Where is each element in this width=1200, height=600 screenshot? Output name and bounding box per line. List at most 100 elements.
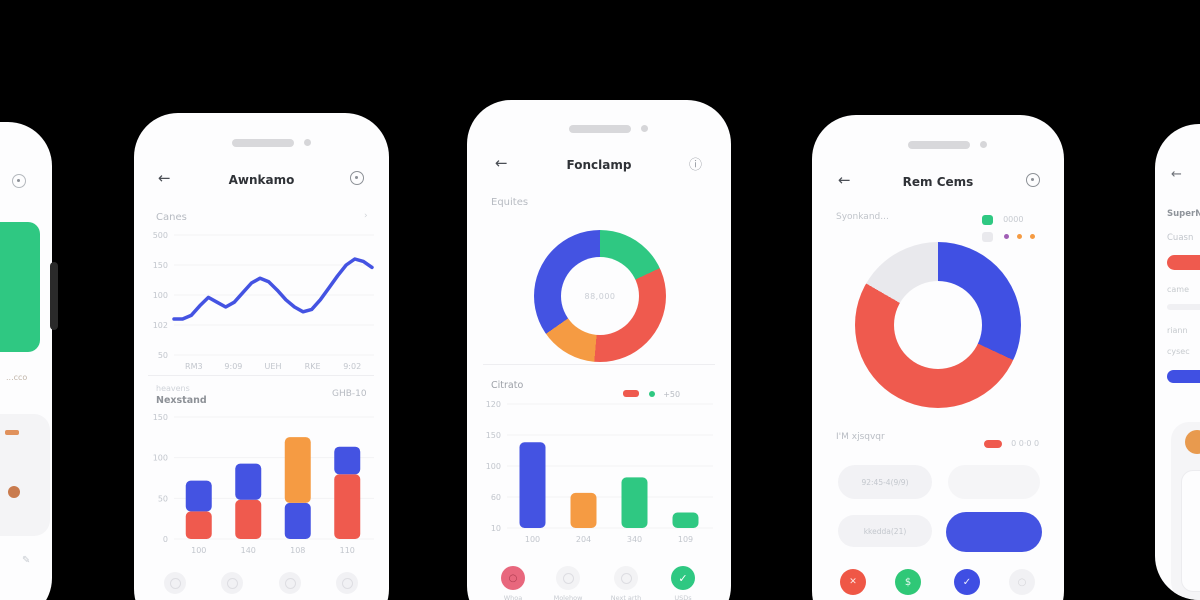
svg-text:150: 150 — [486, 431, 501, 440]
orange-dot — [8, 486, 20, 498]
nav-wallet-icon[interactable] — [556, 566, 580, 590]
options-icon[interactable] — [1026, 173, 1040, 187]
input-pill-top-left[interactable]: 92:45-4(9/9) — [838, 465, 932, 499]
svg-text:340: 340 — [627, 535, 642, 544]
nav-label: Next arth — [610, 594, 642, 600]
svg-text:120: 120 — [486, 400, 501, 409]
legend-red-pill — [984, 439, 1002, 448]
camera-dot — [304, 139, 311, 146]
legend-red-pill — [623, 390, 639, 397]
summary-card[interactable] — [0, 414, 50, 536]
svg-text:100: 100 — [153, 291, 168, 300]
svg-text:150: 150 — [153, 261, 168, 270]
svg-text:109: 109 — [678, 535, 693, 544]
bar-chart: 120 150 100 60 10 100 204 340 109 — [481, 398, 717, 550]
donut-center-value: 88,000 — [561, 257, 639, 335]
nav-favorites-icon[interactable]: ○ — [501, 566, 525, 590]
divider — [483, 364, 715, 365]
nav-home-icon[interactable] — [164, 572, 186, 594]
svg-text:100: 100 — [191, 546, 206, 555]
nav-label: Molehow — [553, 594, 583, 600]
section-title: Nexstand — [156, 395, 207, 406]
legend2-text: 0 0·0 0 — [1011, 438, 1040, 448]
preview-card[interactable] — [1171, 422, 1200, 600]
legend-green-dot — [649, 391, 656, 397]
gray-progress-bar — [1167, 304, 1200, 310]
svg-text:RM3: RM3 — [185, 362, 203, 371]
donut-section-label: Syonkand... — [836, 212, 889, 222]
chevron-icon[interactable]: › — [364, 211, 368, 221]
info-icon[interactable]: ⓘ — [689, 158, 703, 173]
donut-hole — [894, 281, 982, 369]
svg-text:108: 108 — [290, 546, 305, 555]
nav-stats-icon[interactable] — [221, 572, 243, 594]
phone-breakdown: ← Fonclamp ⓘ Equites 88,000 Citrato +50 … — [467, 100, 731, 600]
phone-right-partial: ← SuperN Cuasn came riann cysec — [1155, 124, 1200, 600]
nav-check-icon[interactable]: ✓ — [671, 566, 695, 590]
svg-text:110: 110 — [340, 546, 355, 555]
svg-text:100: 100 — [525, 535, 540, 544]
phone-analytics: ← Awnkamo Canes › 500 150 100 102 50 RM3 9:09 U… — [134, 113, 389, 600]
legend1-text: 0000 — [1003, 214, 1024, 224]
bar-legend: +50 — [623, 382, 680, 401]
donut-chart-large — [855, 242, 1021, 408]
pencil-icon[interactable]: ✎ — [22, 555, 31, 566]
svg-text:9:02: 9:02 — [343, 362, 361, 371]
nav-profile-icon[interactable] — [336, 572, 358, 594]
legend-gray-square — [982, 231, 993, 242]
svg-text:204: 204 — [576, 535, 591, 544]
legend-text: +50 — [663, 390, 681, 399]
list-label: riann — [1167, 326, 1188, 335]
chart-section-label: Canes — [156, 212, 187, 223]
nav-money-icon[interactable]: $ — [895, 569, 921, 595]
settings-icon[interactable] — [350, 171, 364, 185]
page-title: Fonclamp — [566, 158, 632, 172]
page-title: Awnkamo — [228, 173, 295, 187]
back-arrow[interactable]: ← — [495, 154, 508, 172]
legend-green-square — [982, 214, 993, 225]
svg-text:RKE: RKE — [305, 362, 321, 371]
donut-legend-row2 — [982, 226, 1036, 245]
line-chart: 500 150 100 102 50 RM3 9:09 UEH RKE 9:02 — [148, 229, 378, 377]
camera-dot — [980, 141, 987, 148]
svg-text:UEH: UEH — [265, 362, 282, 371]
phone-left-partial: ...cco ✎ — [0, 122, 52, 600]
nav-alerts-icon[interactable]: ✕ — [840, 569, 866, 595]
svg-text:140: 140 — [241, 546, 256, 555]
bar-section-label: Citrato — [491, 380, 524, 391]
list-label: came — [1167, 285, 1190, 294]
nav-label: Whoa — [503, 594, 523, 600]
status-icon[interactable] — [12, 174, 26, 188]
nav-label: USDs — [674, 594, 692, 600]
legend-orange-dot — [1030, 234, 1036, 239]
svg-text:60: 60 — [491, 493, 501, 502]
legend-orange-dot — [1017, 234, 1023, 239]
back-arrow[interactable]: ← — [838, 171, 851, 189]
nav-settings-icon[interactable] — [614, 566, 638, 590]
blue-progress-bar — [1167, 370, 1200, 383]
actions-section-label: I'M xjsqvqr — [836, 432, 885, 442]
back-arrow[interactable]: ← — [158, 169, 171, 187]
nav-done-icon[interactable]: ✓ — [954, 569, 980, 595]
speaker-pill — [232, 139, 294, 147]
green-banner[interactable] — [0, 222, 40, 352]
orange-avatar — [1185, 430, 1200, 454]
donut-section-label: Equites — [491, 197, 529, 208]
actions-legend: 0 0·0 0 — [984, 433, 1039, 452]
input-pill-top-right[interactable] — [948, 465, 1040, 499]
section-eyebrow: heavens — [156, 384, 190, 393]
nav-more-icon[interactable]: ○ — [1009, 569, 1035, 595]
svg-text:50: 50 — [158, 494, 168, 503]
svg-text:100: 100 — [153, 454, 168, 463]
input-pill-bottom-left[interactable]: kkedda(21) — [838, 515, 932, 547]
back-arrow[interactable]: ← — [1171, 167, 1182, 182]
donut-legend-row1: 0000 — [982, 209, 1023, 228]
section-value: GHB-10 — [332, 389, 367, 399]
legend-purple-dot — [1004, 234, 1010, 239]
speaker-pill — [908, 141, 970, 149]
nav-clock-icon[interactable] — [279, 572, 301, 594]
orange-dash — [5, 430, 19, 435]
camera-dot — [641, 125, 648, 132]
primary-action-button[interactable] — [946, 512, 1042, 552]
